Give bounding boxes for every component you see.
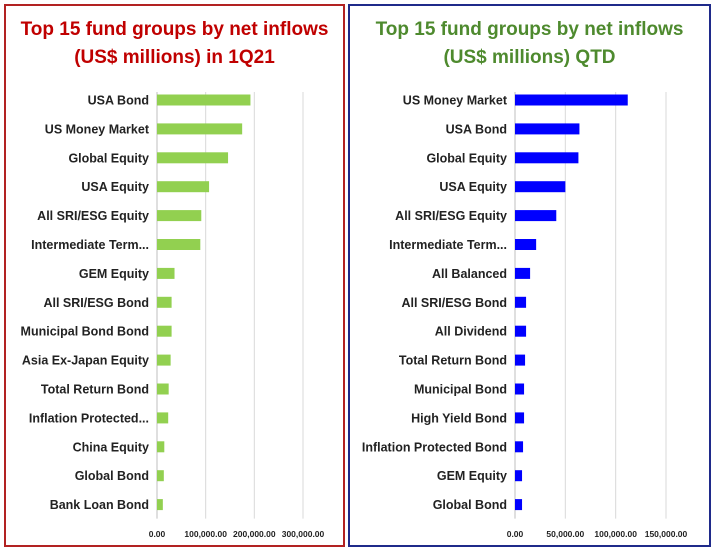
- category-label-left-9: Asia Ex-Japan Equity: [22, 354, 149, 368]
- category-label-left-0: USA Bond: [88, 94, 149, 108]
- category-label-left-11: Inflation Protected...: [29, 411, 149, 425]
- category-label-left-2: Global Equity: [68, 151, 149, 165]
- x-tick-label-right-1: 50,000.00: [546, 529, 584, 539]
- category-label-left-10: Total Return Bond: [41, 383, 149, 397]
- category-label-left-13: Global Bond: [75, 469, 149, 483]
- bar-right-10: [515, 383, 525, 395]
- bar-left-3: [157, 181, 210, 193]
- x-tick-label-right-3: 150,000.00: [645, 529, 688, 539]
- x-tick-label-left-0: 0.00: [149, 529, 166, 539]
- bar-right-7: [515, 296, 527, 308]
- bar-left-6: [157, 267, 175, 279]
- bar-right-14: [515, 499, 523, 511]
- category-label-right-10: Municipal Bond: [414, 383, 507, 397]
- bar-left-4: [157, 210, 202, 222]
- category-label-right-6: All Balanced: [432, 267, 507, 281]
- chart-panel-right: Top 15 fund groups by net inflows (US$ m…: [348, 4, 711, 547]
- category-label-right-5: Intermediate Term...: [389, 238, 507, 252]
- category-label-right-11: High Yield Bond: [411, 411, 507, 425]
- bar-chart-right: 0.00 50,000.00 100,000.00 150,000.00 US Mone…: [362, 92, 688, 539]
- category-label-left-5: Intermediate Term...: [31, 238, 149, 252]
- bar-right-12: [515, 441, 524, 453]
- category-label-right-7: All SRI/ESG Bond: [401, 296, 507, 310]
- chart-title-right: Top 15 fund groups by net inflows (US$ m…: [375, 19, 684, 68]
- category-label-right-2: Global Equity: [426, 151, 507, 165]
- bar-right-13: [515, 470, 523, 482]
- bar-right-1: [515, 123, 580, 135]
- bar-right-9: [515, 354, 526, 366]
- x-tick-label-left-1: 100,000.00: [184, 529, 227, 539]
- x-tick-label-left-2: 200,000.00: [233, 529, 276, 539]
- category-label-right-12: Inflation Protected Bond: [362, 440, 507, 454]
- bar-left-7: [157, 296, 172, 308]
- bar-left-5: [157, 239, 201, 250]
- bar-left-10: [157, 383, 169, 395]
- bar-right-3: [515, 181, 566, 193]
- bar-right-4: [515, 210, 557, 222]
- bar-right-0: [515, 94, 628, 106]
- category-label-left-8: Municipal Bond Bond: [21, 325, 149, 339]
- bar-right-11: [515, 412, 525, 424]
- bar-left-14: [157, 499, 163, 511]
- bar-chart-left: 0.00 100,000.00 200,000.00 300,000.00 USA Bo…: [21, 92, 325, 539]
- category-label-left-3: USA Equity: [81, 180, 149, 194]
- bar-right-2: [515, 152, 579, 164]
- x-tick-label-left-3: 300,000.00: [282, 529, 325, 539]
- category-label-right-13: GEM Equity: [437, 469, 507, 483]
- bar-left-11: [157, 412, 169, 424]
- category-label-right-3: USA Equity: [439, 180, 507, 194]
- category-label-left-7: All SRI/ESG Bond: [43, 296, 149, 310]
- bar-left-12: [157, 441, 165, 453]
- chart-title-left: Top 15 fund groups by net inflows (US$ m…: [20, 19, 329, 68]
- category-label-left-4: All SRI/ESG Equity: [37, 209, 149, 223]
- bar-left-2: [157, 152, 229, 164]
- category-label-right-14: Global Bond: [433, 498, 507, 512]
- x-tick-label-right-0: 0.00: [507, 529, 524, 539]
- category-label-left-6: GEM Equity: [79, 267, 149, 281]
- bar-left-13: [157, 470, 164, 482]
- category-label-left-1: US Money Market: [45, 122, 150, 136]
- category-label-left-12: China Equity: [73, 440, 149, 454]
- bar-right-8: [515, 325, 527, 337]
- category-label-right-8: All Dividend: [435, 325, 507, 339]
- bar-left-9: [157, 354, 171, 366]
- chart-panel-left: Top 15 fund groups by net inflows (US$ m…: [4, 4, 345, 547]
- bar-right-5: [515, 239, 537, 250]
- x-tick-label-right-2: 100,000.00: [594, 529, 637, 539]
- category-label-right-0: US Money Market: [403, 94, 508, 108]
- category-label-left-14: Bank Loan Bond: [50, 498, 149, 512]
- category-label-right-9: Total Return Bond: [399, 354, 507, 368]
- bar-left-8: [157, 325, 172, 337]
- category-label-right-1: USA Bond: [446, 122, 507, 136]
- bar-left-1: [157, 123, 243, 135]
- bar-left-0: [157, 94, 251, 106]
- bar-right-6: [515, 267, 531, 279]
- category-label-right-4: All SRI/ESG Equity: [395, 209, 507, 223]
